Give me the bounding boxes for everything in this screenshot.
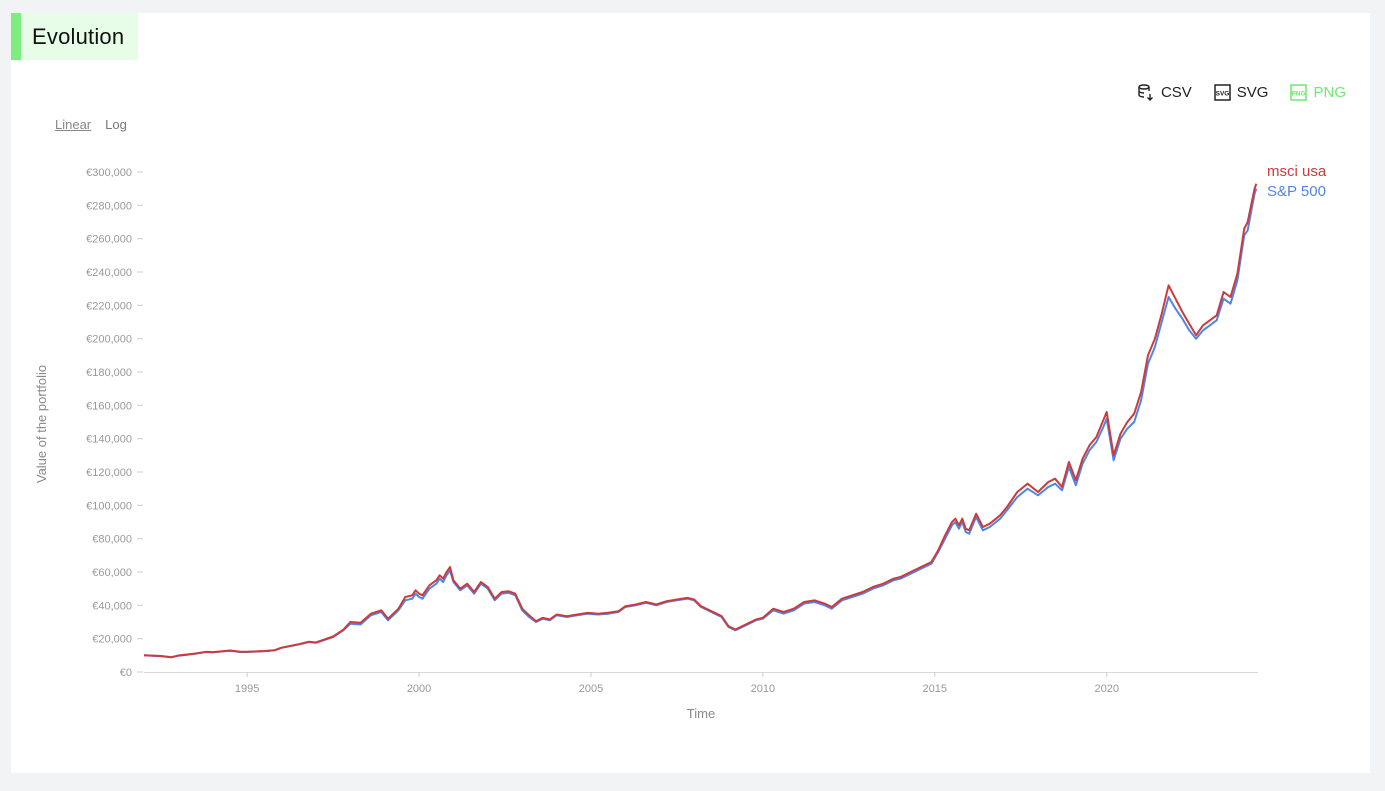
y-tick-label: €160,000 — [86, 400, 132, 412]
export-csv-button[interactable]: CSV — [1137, 83, 1192, 101]
export-toolbar: CSV SVG SVG PNG PNG — [1137, 83, 1346, 101]
y-tick-label: €60,000 — [92, 567, 132, 579]
export-svg-button[interactable]: SVG SVG — [1214, 83, 1269, 101]
scale-log-option[interactable]: Log — [105, 117, 127, 132]
series-end-label: msci usa — [1267, 163, 1327, 180]
export-png-button[interactable]: PNG PNG — [1290, 84, 1346, 101]
y-tick-label: €0 — [120, 667, 132, 679]
y-tick-label: €140,000 — [86, 434, 132, 446]
panel-title: Evolution — [32, 24, 125, 49]
y-tick-label: €260,000 — [86, 234, 132, 246]
x-axis-title: Time — [687, 706, 715, 721]
evolution-chart: €0 €20,000 €40,000 €60,000 €80,000 €100,000 €1… — [34, 163, 1327, 721]
y-tick-label: €100,000 — [86, 500, 132, 512]
x-tick-label: 2020 — [1094, 683, 1118, 695]
png-file-icon: PNG — [1290, 83, 1308, 101]
series-line-s-p-500 — [143, 188, 1258, 659]
x-tick-label: 2005 — [579, 683, 603, 695]
series-line-msci-usa — [143, 183, 1258, 659]
database-download-icon — [1138, 84, 1153, 101]
x-tick-label: 2000 — [407, 683, 431, 695]
svg-file-icon: SVG — [1214, 83, 1231, 101]
y-tick-label: €220,000 — [86, 300, 132, 312]
y-tick-label: €20,000 — [92, 634, 132, 646]
y-tick-label: €200,000 — [86, 334, 132, 346]
export-png-label: PNG — [1313, 83, 1346, 101]
export-svg-label: SVG — [1236, 83, 1269, 101]
svg-text:SVG: SVG — [1215, 90, 1229, 97]
panel-title-box: Evolution — [11, 13, 138, 60]
evolution-panel: Evolution CSV SVG SVG PNG PNG — [11, 13, 1370, 773]
scale-linear-option[interactable]: Linear — [55, 117, 92, 132]
y-tick-label: €300,000 — [86, 167, 132, 179]
y-tick-label: €280,000 — [86, 200, 132, 212]
y-tick-label: €240,000 — [86, 267, 132, 279]
y-tick-label: €80,000 — [92, 534, 132, 546]
y-tick-label: €120,000 — [86, 467, 132, 479]
series-end-label: S&P 500 — [1267, 183, 1326, 200]
y-tick-label: €40,000 — [92, 600, 132, 612]
x-tick-label: 1995 — [235, 683, 259, 695]
svg-text:PNG: PNG — [1292, 90, 1306, 97]
scale-toggle: Linear Log — [55, 117, 127, 132]
x-tick-label: 2010 — [751, 683, 775, 695]
x-tick-label: 2015 — [923, 683, 947, 695]
y-tick-label: €180,000 — [86, 367, 132, 379]
y-axis-title: Value of the portfolio — [34, 365, 49, 483]
export-csv-label: CSV — [1160, 83, 1192, 101]
